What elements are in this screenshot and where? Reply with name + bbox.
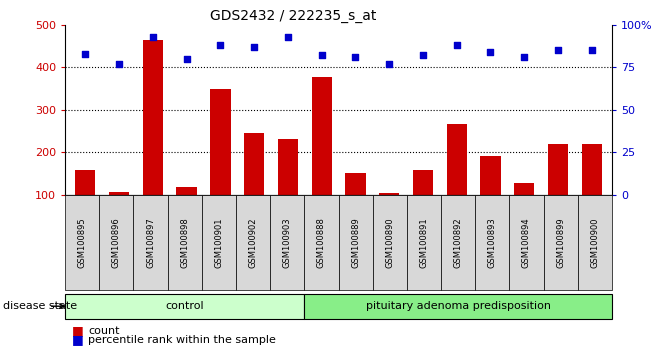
Point bbox=[80, 51, 90, 57]
Text: GSM100902: GSM100902 bbox=[249, 217, 258, 268]
Text: GSM100898: GSM100898 bbox=[180, 217, 189, 268]
Bar bbox=[76, 171, 96, 237]
Text: GDS2432 / 222235_s_at: GDS2432 / 222235_s_at bbox=[210, 9, 376, 23]
Text: GSM100890: GSM100890 bbox=[385, 217, 395, 268]
Text: GSM100894: GSM100894 bbox=[522, 217, 531, 268]
Point bbox=[182, 56, 192, 62]
Bar bbox=[210, 88, 230, 237]
Text: GSM100901: GSM100901 bbox=[214, 217, 223, 268]
Bar bbox=[143, 40, 163, 237]
Text: GSM100896: GSM100896 bbox=[112, 217, 121, 268]
Text: ■: ■ bbox=[72, 325, 84, 337]
Point bbox=[148, 34, 158, 40]
Point bbox=[384, 61, 395, 67]
Point bbox=[350, 54, 361, 60]
Point bbox=[418, 52, 428, 58]
Bar bbox=[547, 144, 568, 237]
Text: GSM100899: GSM100899 bbox=[556, 217, 565, 268]
Text: GSM100897: GSM100897 bbox=[146, 217, 155, 268]
Point bbox=[316, 52, 327, 58]
Text: count: count bbox=[88, 326, 119, 336]
Point bbox=[283, 34, 293, 40]
Bar bbox=[244, 133, 264, 237]
Bar bbox=[278, 139, 298, 237]
Bar bbox=[176, 188, 197, 237]
Point bbox=[553, 47, 563, 53]
Bar bbox=[379, 193, 399, 237]
Text: GSM100888: GSM100888 bbox=[317, 217, 326, 268]
Point bbox=[485, 49, 495, 55]
Text: disease state: disease state bbox=[3, 301, 77, 311]
Point bbox=[215, 42, 226, 48]
Point bbox=[587, 47, 597, 53]
Text: GSM100895: GSM100895 bbox=[77, 217, 87, 268]
Text: GSM100893: GSM100893 bbox=[488, 217, 497, 268]
Text: pituitary adenoma predisposition: pituitary adenoma predisposition bbox=[366, 301, 551, 311]
Text: GSM100889: GSM100889 bbox=[351, 217, 360, 268]
Point bbox=[451, 42, 462, 48]
Bar bbox=[480, 156, 501, 237]
Text: GSM100900: GSM100900 bbox=[590, 217, 600, 268]
Bar bbox=[581, 144, 602, 237]
Point bbox=[114, 61, 124, 67]
Text: ■: ■ bbox=[72, 333, 84, 346]
Bar bbox=[109, 192, 130, 237]
Point bbox=[249, 44, 259, 50]
Point bbox=[519, 54, 529, 60]
Text: control: control bbox=[165, 301, 204, 311]
Bar bbox=[345, 173, 365, 237]
Bar bbox=[514, 183, 534, 237]
Bar bbox=[447, 124, 467, 237]
Text: GSM100903: GSM100903 bbox=[283, 217, 292, 268]
Text: GSM100891: GSM100891 bbox=[419, 217, 428, 268]
Text: percentile rank within the sample: percentile rank within the sample bbox=[88, 335, 276, 345]
Bar bbox=[413, 170, 433, 237]
Bar bbox=[312, 76, 332, 237]
Text: GSM100892: GSM100892 bbox=[454, 217, 463, 268]
